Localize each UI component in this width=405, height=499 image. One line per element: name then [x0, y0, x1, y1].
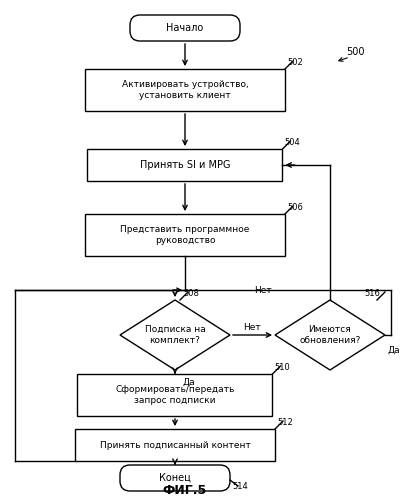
Bar [75, 429, 274, 461]
Text: Да: Да [387, 345, 400, 354]
Text: Имеются
обновления?: Имеются обновления? [298, 325, 360, 345]
Text: Да: Да [183, 378, 195, 387]
Bar [85, 214, 284, 256]
Text: Начало: Начало [166, 23, 203, 33]
Polygon shape [274, 300, 384, 370]
Text: Нет: Нет [254, 286, 271, 295]
Text: Представить программное
руководство: Представить программное руководство [120, 225, 249, 245]
Text: 514: 514 [231, 482, 247, 491]
Text: Сформировать/передать
запрос подписки: Сформировать/передать запрос подписки [115, 385, 234, 405]
Text: 500: 500 [345, 47, 363, 57]
FancyBboxPatch shape [130, 15, 239, 41]
Polygon shape [120, 300, 230, 370]
Bar [77, 374, 272, 416]
Text: Активировать устройство,
установить клиент: Активировать устройство, установить клие… [122, 80, 248, 100]
Text: Принять SI и MPG: Принять SI и MPG [139, 160, 230, 170]
Text: ФИГ.5: ФИГ.5 [162, 484, 207, 497]
Text: Принять подписанный контент: Принять подписанный контент [99, 441, 250, 450]
Text: Нет: Нет [243, 322, 261, 331]
Text: Конец: Конец [159, 473, 190, 483]
Text: 508: 508 [183, 289, 198, 298]
Text: 506: 506 [286, 203, 302, 212]
Text: 502: 502 [286, 58, 302, 67]
Text: 504: 504 [284, 138, 300, 147]
Text: 510: 510 [274, 363, 290, 372]
Text: 516: 516 [363, 289, 379, 298]
Text: 512: 512 [276, 418, 292, 427]
Text: Подписка на
комплект?: Подписка на комплект? [144, 325, 205, 345]
FancyBboxPatch shape [120, 465, 230, 491]
Bar [85, 69, 284, 111]
Bar [87, 149, 282, 181]
